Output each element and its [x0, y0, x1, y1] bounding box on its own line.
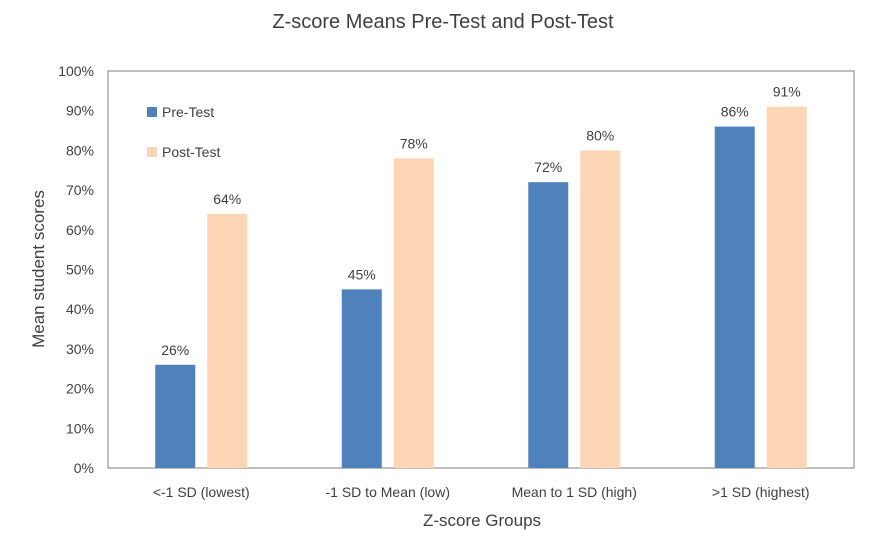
y-tick-label: 80% — [66, 142, 94, 158]
bars: 26% 64% 45% 78% 72% 80% 86% 91% — [155, 84, 807, 468]
data-label: 64% — [213, 191, 241, 207]
legend-swatch — [147, 107, 157, 117]
data-label: 72% — [534, 159, 562, 175]
bar-post-test — [207, 213, 248, 468]
x-axis-title: Z-score Groups — [423, 511, 541, 530]
y-axis-title: Mean student scores — [29, 190, 48, 348]
y-tick-label: 70% — [66, 182, 94, 198]
data-label: 26% — [161, 342, 189, 358]
bar-post-test — [580, 150, 621, 468]
y-tick-label: 40% — [66, 301, 94, 317]
bar-pre-test — [341, 289, 382, 468]
y-tick-label: 10% — [66, 420, 94, 436]
data-label: 80% — [586, 127, 614, 143]
data-label: 45% — [348, 266, 376, 282]
plot-area — [107, 70, 855, 469]
legend: Pre-Test Post-Test — [147, 104, 220, 160]
data-label: 91% — [773, 84, 801, 100]
bar-pre-test — [155, 364, 196, 468]
bar-post-test — [393, 158, 434, 468]
y-tick-label: 30% — [66, 341, 94, 357]
x-tick-label: Mean to 1 SD (high) — [512, 484, 637, 500]
x-axis: <-1 SD (lowest) -1 SD to Mean (low) Mean t… — [153, 484, 810, 500]
bar-post-test — [766, 106, 807, 468]
y-tick-label: 100% — [58, 63, 94, 79]
data-label: 86% — [721, 104, 749, 120]
y-axis: 0% 10% 20% 30% 40% 50% 60% 70% 80% 90% 100% — [58, 63, 94, 476]
y-tick-label: 0% — [74, 460, 94, 476]
legend-swatch — [147, 147, 157, 157]
chart-title: Z-score Means Pre-Test and Post-Test — [272, 11, 614, 33]
y-tick-label: 60% — [66, 222, 94, 238]
legend-label: Pre-Test — [162, 104, 214, 120]
data-label: 78% — [400, 135, 428, 151]
x-tick-label: >1 SD (highest) — [712, 484, 810, 500]
y-tick-label: 20% — [66, 381, 94, 397]
y-tick-label: 50% — [66, 262, 94, 278]
y-tick-label: 90% — [66, 103, 94, 119]
bar-pre-test — [528, 182, 569, 468]
legend-label: Post-Test — [162, 144, 220, 160]
x-tick-label: <-1 SD (lowest) — [153, 484, 250, 500]
x-tick-label: -1 SD to Mean (low) — [326, 484, 450, 500]
bar-pre-test — [714, 126, 755, 468]
